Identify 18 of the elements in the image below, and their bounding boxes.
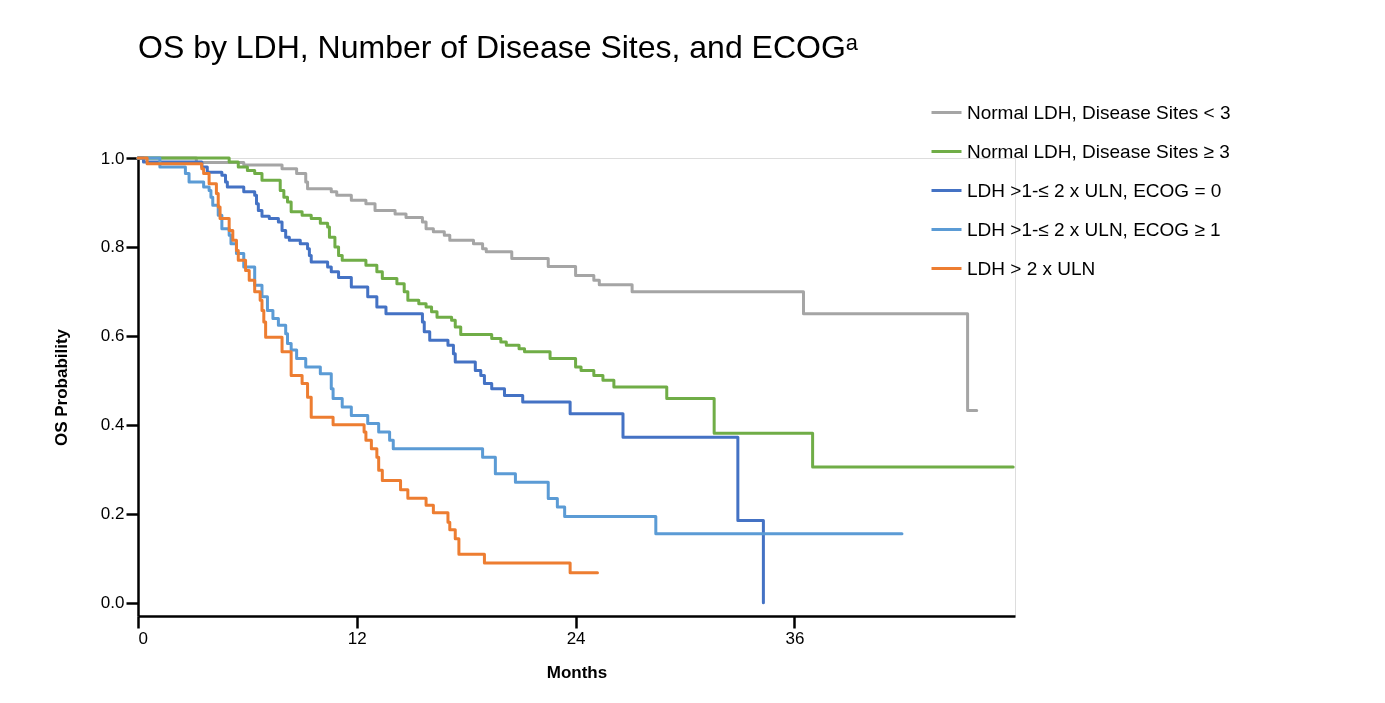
y-tick-label: 1.0 [100,148,125,168]
chart-title: OS by LDH, Number of Disease Sites, and ECOGᵃ [138,29,859,65]
legend-label: Normal LDH, Disease Sites < 3 [967,101,1231,123]
x-tick-label: 0 [138,628,148,648]
legend-label: Normal LDH, Disease Sites ≥ 3 [967,140,1230,162]
x-tick-label: 12 [347,628,367,648]
x-tick-label: 36 [785,628,805,648]
legend-label: LDH > 2 x ULN [967,257,1096,279]
y-tick-label: 0.2 [100,504,125,524]
y-axis-title: OS Probability [51,328,71,447]
y-tick-label: 0.0 [100,593,125,613]
x-axis-title: Months [546,662,608,682]
y-tick-label: 0.8 [100,237,125,257]
legend-label: LDH >1-≤ 2 x ULN, ECOG = 0 [967,179,1222,201]
x-tick-label: 24 [566,628,586,648]
y-tick-label: 0.6 [100,326,125,346]
legend-label: LDH >1-≤ 2 x ULN, ECOG ≥ 1 [967,218,1221,240]
y-tick-label: 0.4 [100,415,125,435]
